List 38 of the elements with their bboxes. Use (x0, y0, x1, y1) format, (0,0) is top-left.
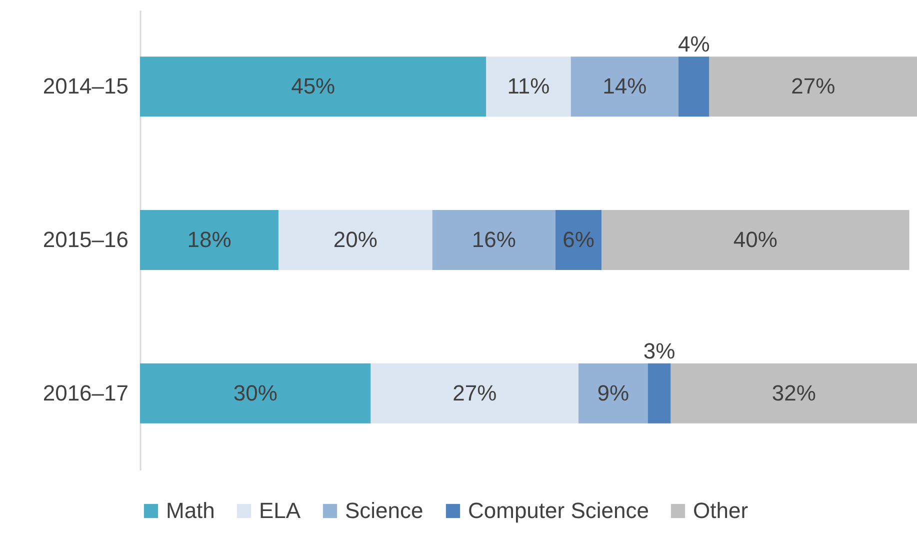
bar (555, 210, 602, 270)
data-label: 9% (597, 380, 630, 406)
data-label: 20% (333, 227, 378, 252)
bar (648, 363, 671, 424)
bar (370, 363, 579, 424)
data-label: 4% (678, 32, 710, 57)
data-label: 6% (562, 227, 594, 252)
legend-label: Math (166, 498, 215, 523)
y-tick-label: 2014–15 (42, 74, 128, 99)
legend-label: Other (693, 498, 748, 523)
bar (140, 210, 278, 270)
y-tick-label: 2016–17 (42, 380, 128, 406)
bar (709, 56, 917, 117)
data-label: 30% (233, 380, 278, 406)
y-tick-label: 2015–16 (42, 227, 128, 252)
legend-label: Computer Science (468, 498, 649, 523)
data-label: 18% (187, 227, 232, 252)
bar (432, 210, 556, 270)
bar (678, 56, 710, 117)
bar (140, 56, 486, 117)
data-label: 45% (291, 74, 336, 99)
data-label: 27% (452, 380, 497, 406)
bar (570, 56, 679, 117)
data-label: 16% (472, 227, 516, 252)
data-label: 14% (602, 74, 647, 99)
legend-label: Science (345, 498, 424, 523)
data-label: 11% (507, 74, 550, 99)
bar (602, 210, 910, 270)
data-label: 40% (733, 227, 778, 252)
bar (578, 363, 648, 424)
bar (278, 210, 432, 270)
bar (670, 363, 917, 424)
data-label: 32% (772, 380, 816, 406)
bar (140, 363, 371, 424)
data-label: 27% (791, 74, 836, 99)
legend-label: ELA (259, 498, 301, 523)
bar (486, 56, 571, 117)
data-label: 3% (643, 338, 676, 364)
